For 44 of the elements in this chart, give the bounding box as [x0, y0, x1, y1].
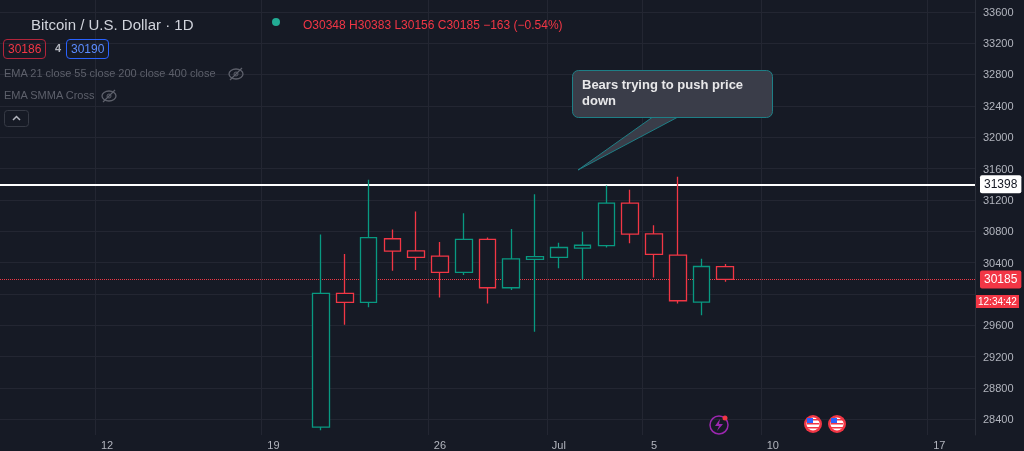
x-tick-label: Jul [551, 438, 566, 451]
candlestick [644, 224, 664, 279]
y-tick-label: 32400 [983, 99, 1014, 112]
y-tick-label: 32800 [983, 68, 1014, 81]
candlestick [549, 242, 569, 269]
x-tick-label: 5 [650, 438, 658, 451]
candlestick [573, 231, 592, 280]
y-tick-label: 28800 [983, 381, 1014, 394]
x-tick-label: 19 [267, 438, 280, 451]
annotation: EMA 21 close 55 close 200 close 400 close [4, 67, 216, 79]
y-tick-label: 33600 [983, 5, 1014, 18]
annotation: 4 [55, 42, 62, 54]
candlestick [501, 228, 521, 291]
y-tick-label: 31200 [983, 193, 1014, 206]
x-tick-label: 10 [766, 438, 779, 451]
ref-line-label: 30185 [984, 272, 1018, 287]
annotation: EMA SMMA Cross [4, 89, 95, 101]
annotation: 30190 [66, 39, 110, 59]
candlestick [692, 258, 711, 316]
y-tick-label: 30800 [983, 225, 1014, 238]
annotation: Bears trying to push price down [582, 77, 745, 109]
candlestick [454, 212, 474, 276]
x-tick-label: 26 [433, 438, 447, 451]
text: 12:34:42 [976, 295, 1019, 308]
candlestick [311, 233, 331, 431]
y-tick-label: 28400 [983, 413, 1014, 426]
candlestick [406, 210, 426, 271]
x-tick-label: 17 [933, 438, 946, 451]
candlestick [620, 189, 640, 244]
annotation: 30186 [3, 39, 47, 59]
text: Bitcoin / U.S. Dollar · 1D [31, 16, 194, 33]
text: O30348 H30383 L30156 C30185 −163 (−0.54%) [303, 18, 563, 32]
x-tick-label: 12 [100, 438, 114, 451]
y-tick-label: 29600 [983, 319, 1014, 332]
candlestick [359, 178, 378, 308]
candlestick [597, 184, 616, 249]
candlestick [525, 193, 545, 333]
candlestick [383, 228, 402, 272]
y-tick-label: 29200 [983, 350, 1014, 363]
ref-line-label: 31398 [984, 177, 1018, 192]
y-tick-label: 32000 [983, 131, 1014, 144]
y-tick-label: 30400 [983, 256, 1014, 269]
y-tick-label: 33200 [983, 37, 1014, 50]
y-tick-label: 31600 [983, 162, 1014, 175]
